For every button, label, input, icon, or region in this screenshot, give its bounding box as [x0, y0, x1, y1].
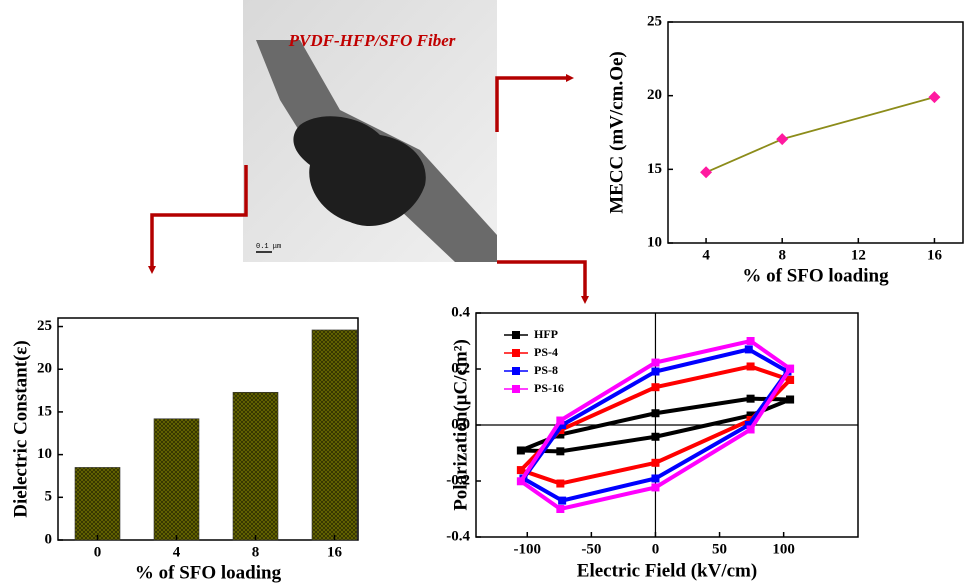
arrow — [497, 78, 570, 132]
bar — [154, 419, 199, 540]
x-axis-label: % of SFO loading — [135, 562, 282, 583]
data-point — [747, 395, 755, 403]
plot-frame — [668, 22, 963, 243]
y-tick-label: -0.4 — [446, 528, 470, 544]
x-tick-label: 50 — [712, 541, 727, 557]
chart: 10 15 20 25 4 8 12 16 % of SFO loading MECC (mV/c… — [606, 13, 963, 286]
data-point — [700, 166, 712, 178]
x-tick-label: 16 — [927, 247, 943, 263]
legend-label: PS-16 — [534, 381, 564, 395]
legend-marker — [512, 349, 520, 357]
data-point — [651, 359, 659, 367]
x-tick-label: 8 — [252, 544, 260, 560]
data-point — [651, 433, 659, 441]
arrow — [152, 165, 246, 270]
x-tick-label: 100 — [772, 541, 795, 557]
data-point — [517, 446, 525, 454]
chart: 0 5 10 15 20 25 % of SFO loading Dielectric Con… — [10, 318, 358, 583]
x-axis-label: Electric Field (kV/cm) — [577, 560, 757, 581]
y-tick-label: 0.4 — [451, 304, 470, 320]
data-point — [556, 447, 564, 455]
y-tick-label: 20 — [37, 361, 52, 377]
y-tick-label: 15 — [647, 161, 662, 177]
figure: PVDF-HFP/SFO Fiber 0.1 μm 10 15 20 25 4 8 12 16… — [0, 0, 969, 583]
arrow — [497, 262, 585, 300]
data-point — [651, 409, 659, 417]
y-tick-label: 15 — [37, 403, 52, 419]
data-point — [651, 459, 659, 467]
data-point — [747, 337, 755, 345]
x-tick-label: -50 — [581, 541, 601, 557]
x-tick-label: 0 — [94, 544, 102, 560]
data-point — [786, 396, 794, 404]
data-point — [776, 133, 788, 145]
bar — [312, 330, 357, 540]
tem-image: PVDF-HFP/SFO Fiber 0.1 μm — [243, 0, 497, 262]
data-point — [651, 474, 659, 482]
legend-marker — [512, 367, 520, 375]
legend-marker — [512, 385, 520, 393]
data-point — [556, 480, 564, 488]
series-line — [706, 97, 934, 172]
data-point — [745, 345, 753, 353]
x-tick-label: 4 — [702, 247, 710, 263]
bar — [75, 467, 120, 540]
data-point — [651, 368, 659, 376]
bar — [233, 392, 278, 540]
legend-label: HFP — [534, 327, 558, 341]
legend-label: PS-8 — [534, 363, 558, 377]
data-point — [747, 425, 755, 433]
legend-label: PS-4 — [534, 345, 558, 359]
x-tick-label: -100 — [514, 541, 542, 557]
y-tick-label: 10 — [37, 446, 52, 462]
y-tick-label: 5 — [45, 489, 53, 505]
data-point — [786, 376, 794, 384]
data-point — [517, 466, 525, 474]
data-point — [786, 365, 794, 373]
y-tick-label: 25 — [37, 318, 52, 334]
y-tick-label: 20 — [647, 87, 662, 103]
x-tick-label: 8 — [778, 247, 786, 263]
x-tick-label: 4 — [173, 544, 181, 560]
data-point — [651, 383, 659, 391]
y-axis-label: MECC (mV/cm.Oe) — [606, 51, 627, 214]
x-axis-label: % of SFO loading — [742, 265, 889, 286]
data-point — [747, 362, 755, 370]
y-tick-label: 10 — [647, 234, 662, 250]
data-point — [928, 91, 940, 103]
data-point — [558, 497, 566, 505]
y-axis-label: Dielectric Constant(ε) — [10, 340, 31, 517]
data-point — [651, 483, 659, 491]
data-point — [517, 477, 525, 485]
x-tick-label: 0 — [652, 541, 660, 557]
y-tick-label: 25 — [647, 13, 662, 29]
x-tick-label: 12 — [851, 247, 866, 263]
data-point — [556, 505, 564, 513]
scale-label: 0.1 μm — [256, 243, 281, 251]
legend-marker — [512, 331, 520, 339]
x-tick-label: 16 — [327, 544, 343, 560]
y-tick-label: 0 — [45, 531, 53, 547]
data-point — [556, 417, 564, 425]
image-title: PVDF-HFP/SFO Fiber — [288, 31, 456, 50]
y-axis-label: Polarization(μC/cm²) — [450, 339, 471, 511]
